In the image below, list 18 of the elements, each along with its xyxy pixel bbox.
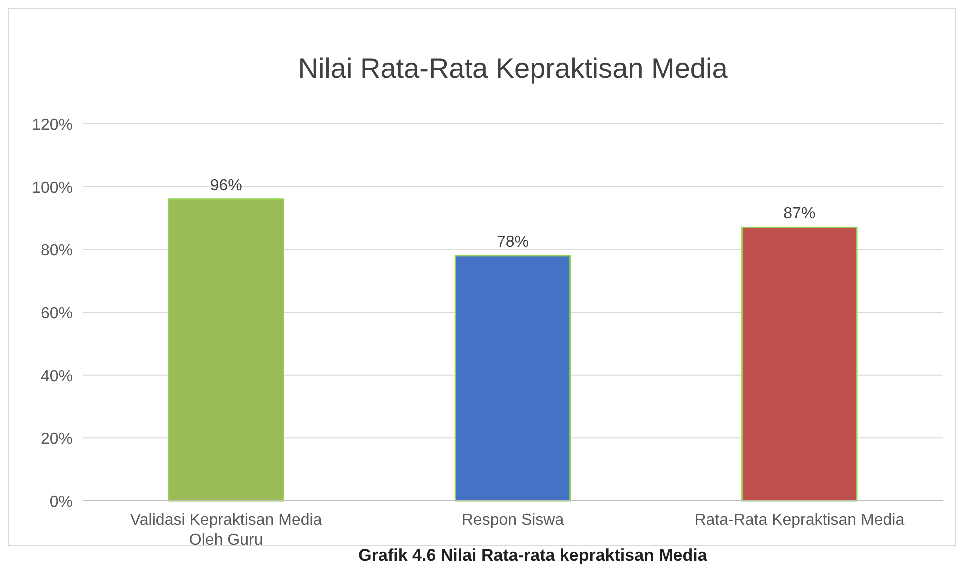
y-tick-label: 0% bbox=[50, 494, 73, 511]
data-label: 78% bbox=[496, 234, 530, 251]
chart-title: Nilai Rata-Rata Kepraktisan Media bbox=[298, 53, 728, 84]
y-tick-label: 120% bbox=[32, 117, 73, 134]
y-tick-label: 40% bbox=[40, 368, 73, 386]
bar bbox=[168, 198, 284, 502]
x-tick-label: Respon Siswa bbox=[462, 512, 564, 529]
y-tick-label: 100% bbox=[32, 180, 73, 197]
y-tick-label: 80% bbox=[40, 242, 73, 260]
x-tick-label: Rata-Rata Kepraktisan Media bbox=[694, 512, 905, 529]
y-tick-label: 60% bbox=[40, 306, 73, 322]
bar bbox=[742, 226, 858, 502]
bar bbox=[454, 255, 572, 502]
y-tick-label: 20% bbox=[40, 431, 73, 448]
data-label: 96% bbox=[210, 177, 242, 194]
data-label: 87% bbox=[784, 206, 816, 223]
text: Grafik 4.6 Nilai Rata-rata kepraktisan Media bbox=[358, 546, 708, 565]
x-tick-label: Validasi Kepraktisan Media Oleh Guru bbox=[130, 512, 322, 549]
